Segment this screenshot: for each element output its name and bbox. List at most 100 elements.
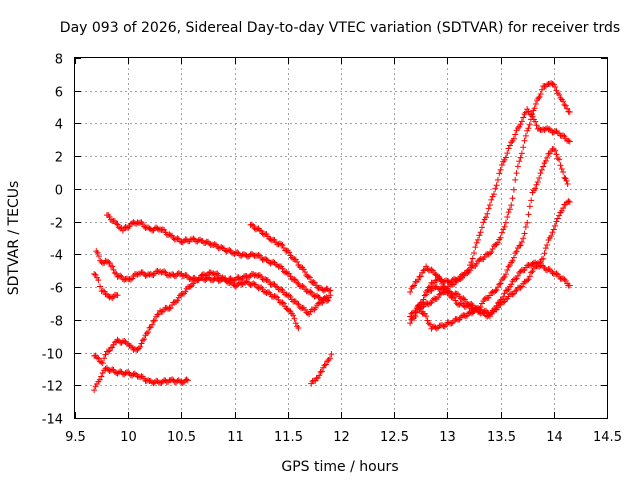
data-point bbox=[486, 292, 493, 299]
data-point bbox=[181, 273, 188, 280]
data-point bbox=[287, 293, 294, 300]
data-point bbox=[561, 174, 568, 181]
data-point bbox=[526, 273, 533, 280]
data-point bbox=[154, 225, 161, 232]
data-point bbox=[490, 191, 497, 198]
data-point bbox=[560, 98, 567, 105]
data-point bbox=[167, 272, 174, 279]
data-point bbox=[232, 283, 239, 290]
data-point bbox=[550, 226, 557, 233]
data-point bbox=[513, 248, 520, 255]
data-point bbox=[119, 338, 126, 345]
data-point bbox=[516, 269, 523, 276]
data-point bbox=[549, 229, 556, 236]
data-point bbox=[98, 359, 105, 366]
data-point bbox=[327, 355, 334, 362]
data-point bbox=[413, 309, 420, 316]
data-point bbox=[496, 302, 503, 309]
data-point bbox=[219, 244, 226, 251]
x-tick-label: 10 bbox=[120, 430, 137, 445]
data-point bbox=[501, 273, 508, 280]
data-point bbox=[183, 376, 190, 383]
data-point bbox=[320, 297, 327, 304]
data-point bbox=[130, 371, 137, 378]
data-point bbox=[453, 277, 460, 284]
data-point bbox=[493, 286, 500, 293]
data-point bbox=[529, 111, 536, 118]
x-tick-label: 11 bbox=[227, 430, 244, 445]
data-point bbox=[525, 125, 532, 132]
data-point bbox=[158, 380, 165, 387]
data-point bbox=[96, 376, 103, 383]
chart-title: Day 093 of 2026, Sidereal Day-to-day VTE… bbox=[60, 20, 620, 36]
data-point bbox=[536, 125, 543, 132]
data-point bbox=[460, 295, 467, 302]
data-point bbox=[115, 224, 122, 231]
data-point bbox=[436, 286, 443, 293]
data-point bbox=[95, 253, 102, 260]
data-point bbox=[525, 276, 532, 283]
data-point bbox=[509, 195, 516, 202]
data-point bbox=[279, 265, 286, 272]
series-track-12 bbox=[423, 198, 573, 318]
data-point bbox=[175, 270, 182, 277]
data-point bbox=[486, 250, 493, 257]
data-point bbox=[537, 91, 544, 98]
data-point bbox=[449, 281, 456, 288]
data-point bbox=[263, 289, 270, 296]
data-point bbox=[279, 299, 286, 306]
data-point bbox=[292, 277, 299, 284]
data-point bbox=[548, 232, 555, 239]
x-tick-label: 13 bbox=[439, 430, 456, 445]
data-point bbox=[101, 355, 108, 362]
data-point bbox=[468, 300, 475, 307]
data-point bbox=[95, 277, 102, 284]
data-point bbox=[133, 220, 140, 227]
data-point bbox=[95, 355, 102, 362]
data-point bbox=[512, 276, 519, 283]
data-point bbox=[295, 325, 302, 331]
data-point bbox=[300, 266, 307, 273]
data-point bbox=[506, 262, 513, 269]
data-point bbox=[558, 165, 565, 172]
data-point bbox=[145, 328, 152, 335]
data-point bbox=[504, 266, 511, 273]
data-point bbox=[243, 252, 250, 259]
data-point bbox=[510, 135, 517, 142]
data-point bbox=[102, 365, 109, 372]
data-point bbox=[553, 151, 560, 158]
y-tick-label: 8 bbox=[55, 53, 63, 68]
data-point bbox=[106, 294, 113, 301]
data-point bbox=[553, 270, 560, 277]
data-point bbox=[524, 277, 531, 284]
series-track-4 bbox=[91, 269, 302, 367]
data-point bbox=[542, 157, 549, 164]
data-point bbox=[250, 271, 257, 278]
data-point bbox=[546, 126, 553, 133]
data-point bbox=[101, 288, 108, 295]
y-tick-label: 2 bbox=[55, 151, 63, 166]
data-point bbox=[179, 239, 186, 246]
data-point bbox=[218, 244, 225, 251]
data-point bbox=[234, 249, 241, 256]
data-point bbox=[159, 226, 166, 233]
data-point bbox=[421, 292, 428, 299]
data-point bbox=[524, 219, 531, 226]
data-point bbox=[170, 271, 177, 278]
data-point bbox=[552, 83, 559, 90]
data-point bbox=[560, 275, 567, 282]
data-point bbox=[99, 287, 106, 294]
data-point bbox=[328, 351, 335, 358]
data-point bbox=[190, 280, 197, 287]
data-point bbox=[521, 230, 528, 237]
data-point bbox=[428, 299, 435, 306]
data-point bbox=[286, 292, 293, 299]
data-point bbox=[190, 235, 197, 242]
data-point bbox=[169, 376, 176, 383]
data-point bbox=[262, 276, 269, 283]
data-point bbox=[270, 258, 277, 265]
data-point bbox=[322, 361, 329, 368]
y-tick-label: -4 bbox=[50, 249, 63, 264]
x-tick-label: 12.5 bbox=[380, 430, 409, 445]
data-point bbox=[187, 275, 194, 282]
